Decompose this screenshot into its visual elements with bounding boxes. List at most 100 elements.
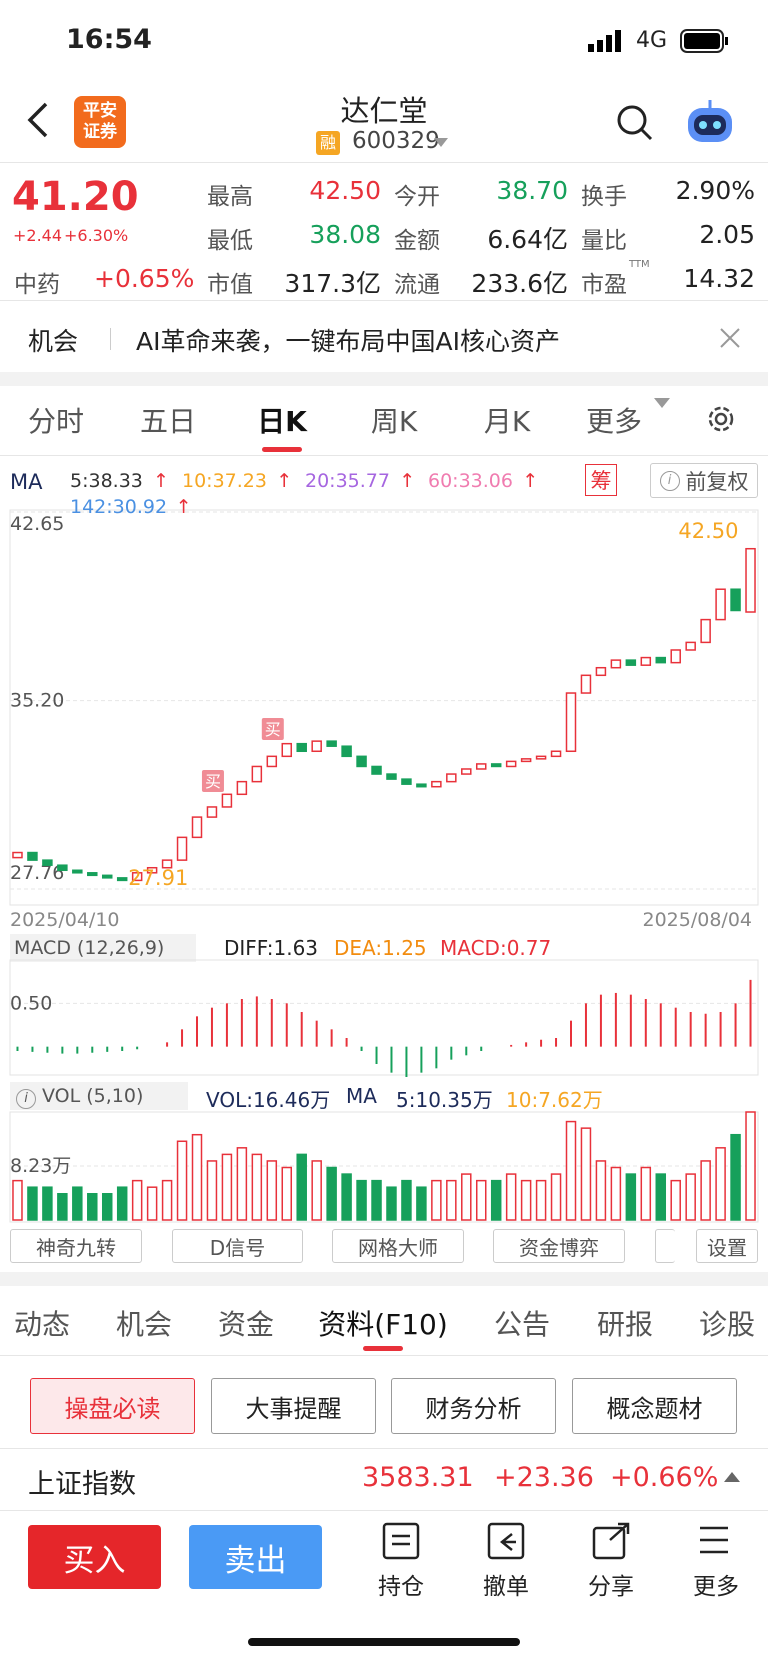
period-tab[interactable]: 月K: [483, 405, 531, 438]
macd-title: MACD (12,26,9): [14, 937, 165, 959]
candle-body: [326, 740, 337, 747]
volume-bar: [161, 1179, 173, 1221]
candle-body: [281, 742, 293, 758]
candle-body: [640, 656, 652, 666]
period-tab[interactable]: 五日: [139, 405, 197, 438]
action-button[interactable]: 撤单: [483, 1574, 529, 1600]
sub-button[interactable]: 大事提醒: [211, 1378, 376, 1434]
volume-bar: [146, 1186, 158, 1221]
f10-tab[interactable]: 机会: [115, 1308, 173, 1341]
field-value: 42.50: [309, 176, 381, 205]
adjust-button[interactable]: i 前复权: [650, 463, 758, 498]
candle-body: [386, 773, 397, 780]
candle-body: [416, 783, 427, 788]
spacer: [0, 372, 768, 386]
volume-bar: [431, 1179, 442, 1221]
volume-bar: [446, 1179, 457, 1221]
indicator-button[interactable]: 设置: [696, 1229, 758, 1263]
ma-trend: ↑: [175, 496, 192, 518]
index-price: 3583.31: [362, 1462, 474, 1493]
chart-frame: [9, 959, 759, 1076]
f10-tab[interactable]: 研报: [596, 1308, 654, 1341]
period-tab[interactable]: 分时: [27, 405, 85, 438]
active-tab-indicator: [262, 447, 302, 452]
field-value: 2.90%: [675, 176, 755, 205]
indicator-button[interactable]: 神奇九转: [10, 1229, 142, 1263]
f10-tab[interactable]: 动态: [13, 1308, 71, 1341]
candle-body: [191, 816, 203, 839]
signal-label: 买: [265, 720, 281, 739]
divider: [0, 1448, 768, 1449]
f10-tab[interactable]: 公告: [493, 1308, 551, 1341]
volume-bar: [625, 1173, 637, 1221]
volume-bar: [131, 1179, 143, 1221]
volume-bar: [730, 1133, 741, 1221]
indicator-button[interactable]: [655, 1229, 675, 1263]
chart-frame: [9, 1111, 759, 1223]
ma-title: MA: [10, 470, 43, 494]
candle-body: [356, 755, 367, 768]
field-label: 量比: [581, 228, 627, 254]
volume-bar: [72, 1186, 83, 1221]
more-dropdown[interactable]: [654, 398, 670, 410]
volume-bar: [565, 1120, 577, 1221]
volume-bar: [311, 1160, 322, 1221]
f10-tab[interactable]: 诊股: [698, 1308, 756, 1341]
settings-button[interactable]: [704, 402, 738, 436]
f10-tab[interactable]: 资金: [217, 1308, 275, 1341]
candle-body: [670, 649, 681, 664]
vol-selector[interactable]: i VOL (5,10): [10, 1082, 188, 1110]
volume-bar: [326, 1166, 337, 1221]
period-tab[interactable]: 日K: [257, 405, 307, 438]
buy-button[interactable]: 买入: [28, 1525, 161, 1589]
search-button[interactable]: [616, 104, 654, 142]
stock-code[interactable]: 600329: [352, 128, 440, 154]
action-button[interactable]: 持仓: [378, 1574, 424, 1600]
indicator-button[interactable]: D信号: [172, 1229, 303, 1263]
signal-icon: [588, 30, 621, 52]
sub-button[interactable]: 概念题材: [572, 1378, 737, 1434]
candle-body: [580, 674, 592, 694]
banner-close[interactable]: [720, 328, 740, 348]
f10-tab[interactable]: 资料(F10): [318, 1308, 448, 1341]
period-tab[interactable]: 周K: [370, 405, 418, 438]
candle-body: [72, 869, 83, 874]
ma-trend: ↑: [399, 470, 416, 492]
expand-icon[interactable]: [724, 1470, 740, 1482]
vol-ma-label: MA: [346, 1084, 377, 1108]
volume-bar: [221, 1153, 233, 1221]
macd-selector[interactable]: MACD (12,26,9): [10, 934, 196, 962]
code-dropdown[interactable]: [434, 138, 448, 148]
signal-badge: [201, 770, 224, 792]
action-button[interactable]: 更多: [693, 1574, 739, 1600]
chip-button[interactable]: 筹: [585, 464, 617, 496]
candle-body: [42, 859, 53, 866]
info-icon: i: [659, 470, 680, 491]
action-button[interactable]: 分享: [588, 1574, 634, 1600]
sell-button[interactable]: 卖出: [189, 1525, 322, 1589]
candle-body: [12, 851, 23, 859]
price-annotation: 42.50: [678, 519, 738, 543]
indicator-button[interactable]: 网格大师: [332, 1229, 464, 1263]
broker-logo: 平安 证券: [74, 96, 126, 148]
candle-body: [206, 806, 218, 818]
volume-bar: [176, 1140, 188, 1221]
ma-value: 60:33.06: [428, 470, 513, 492]
period-tab[interactable]: 更多: [585, 405, 643, 438]
assistant-button[interactable]: [684, 100, 736, 146]
candle-body: [520, 758, 532, 763]
banner-text[interactable]: AI革命来袭，一键布局中国AI核心资产: [136, 327, 560, 356]
indicator-button[interactable]: 资金博弈: [493, 1229, 625, 1263]
ma-trend: ↑: [153, 470, 170, 492]
sub-button[interactable]: 财务分析: [391, 1378, 556, 1434]
candle-body: [535, 755, 547, 760]
candle-body: [266, 755, 278, 768]
candle-body: [146, 866, 158, 874]
volume-bar: [401, 1179, 412, 1221]
candle-body: [505, 760, 517, 768]
ma-value: 20:35.77: [305, 470, 390, 492]
candle-body: [221, 793, 233, 808]
sub-button[interactable]: 操盘必读: [30, 1378, 195, 1434]
candle-body: [595, 666, 607, 677]
back-button[interactable]: [24, 100, 54, 140]
